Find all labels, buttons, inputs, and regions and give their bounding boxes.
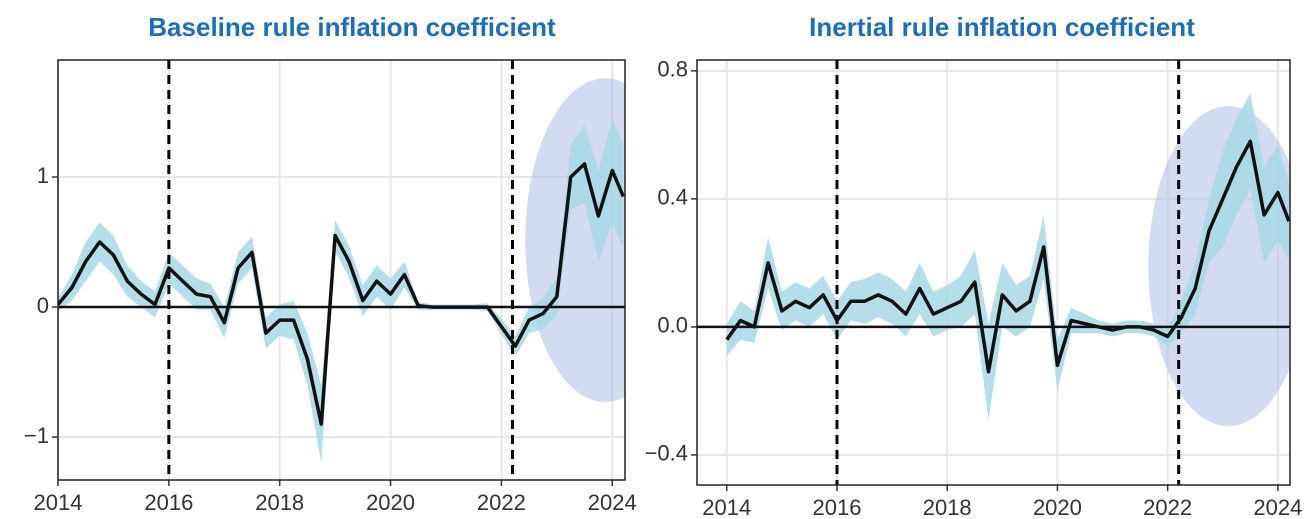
plot-frame [696, 59, 1291, 486]
x-tick-label: 2014 [702, 495, 751, 519]
y-tick-label: −1 [24, 423, 49, 448]
panel: Inertial rule inflation coefficient −0.4… [645, 12, 1303, 519]
x-tick-label: 2018 [255, 490, 304, 515]
y-tick-label: 0.8 [657, 57, 688, 82]
y-tick-label: 0.0 [657, 313, 688, 338]
x-tick-label: 2022 [1143, 495, 1192, 519]
y-tick-label: 1 [37, 163, 49, 188]
x-tick-label: 2016 [144, 490, 193, 515]
x-tick-label: 2020 [1033, 495, 1082, 519]
plot-frame [57, 59, 626, 481]
x-tick-label: 2020 [366, 490, 415, 515]
x-tick-label: 2014 [34, 490, 83, 515]
y-tick-label: 0.4 [657, 185, 688, 210]
data-line [725, 139, 1290, 374]
x-tick-label: 2018 [923, 495, 972, 519]
y-tick-label: −0.4 [645, 441, 688, 466]
x-tick-label: 2022 [477, 490, 526, 515]
chart-title: Baseline rule inflation coefficient [148, 12, 556, 42]
plot-area [697, 60, 1290, 485]
y-tick-label: 0 [37, 293, 49, 318]
plot-area [58, 60, 625, 480]
x-tick-label: 2024 [588, 490, 637, 515]
panel: Baseline rule inflation coefficient −1 0 1… [24, 12, 637, 515]
x-tick-label: 2024 [1253, 495, 1302, 519]
x-tick-label: 2016 [813, 495, 862, 519]
chart-title: Inertial rule inflation coefficient [809, 12, 1195, 42]
data-line [58, 162, 625, 426]
